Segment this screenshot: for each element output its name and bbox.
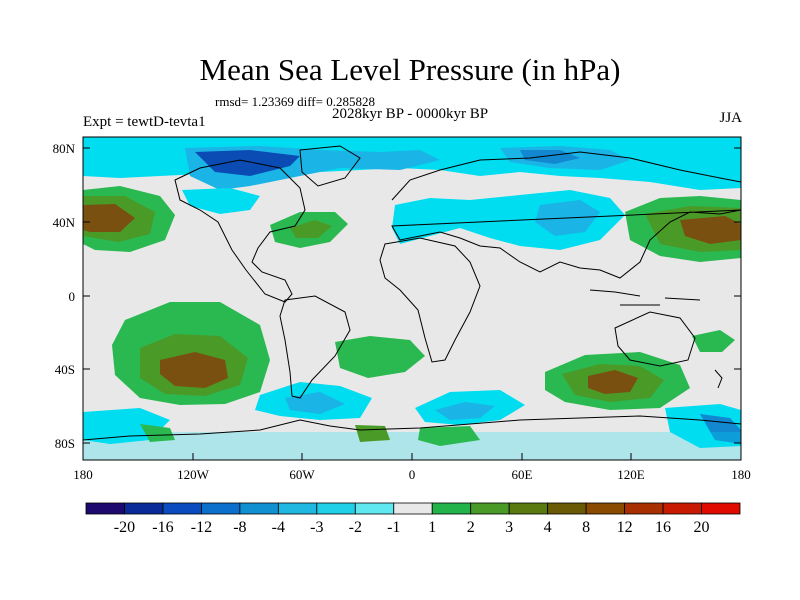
positive-anomaly-north-pacific-east-core [680, 216, 741, 244]
colorbar-label: 8 [582, 519, 591, 536]
period-label: 2028kyr BP - 0000kyr BP [331, 106, 489, 122]
colorbar-swatch [239, 502, 279, 515]
colorbar-swatch [277, 502, 318, 515]
stats-line: rmsd= 1.23369 diff= 0.285828 [215, 94, 375, 109]
lon-label: 180 [73, 467, 93, 482]
positive-anomaly-north-atlantic-core [290, 220, 332, 238]
coast-antarctica [83, 415, 741, 441]
colorbar-swatch [701, 502, 741, 515]
coast-australia [614, 311, 696, 367]
colorbar-swatch [316, 502, 356, 515]
colorbar-label: 16 [655, 519, 672, 536]
colorbar-label: -2 [348, 519, 362, 536]
lon-label: 60E [511, 467, 533, 482]
lat-label: 40N [52, 215, 75, 230]
colorbar-label: -3 [310, 519, 324, 536]
colorbar-swatch [547, 502, 587, 515]
lon-label: 180 [731, 467, 751, 482]
positive-anomaly-north-pacific-west-core [83, 204, 135, 232]
negative-anomaly-north-atlantic [182, 188, 260, 214]
colorbar-label: -16 [152, 519, 174, 536]
lat-label: 40S [54, 362, 75, 377]
colorbar-swatch [431, 502, 472, 515]
axis-ticks [83, 147, 741, 460]
coast-eurasia [391, 151, 741, 279]
colorbar-swatch [85, 502, 125, 515]
colorbar-label: 2 [466, 519, 475, 536]
coast-africa [379, 237, 481, 363]
positive-anomaly-antarctic [83, 432, 741, 460]
positive-anomaly-tasman [692, 330, 735, 352]
lon-label: 120W [177, 467, 209, 482]
colorbar-swatch [662, 502, 702, 515]
coast-greenland [299, 145, 361, 187]
positive-anomaly-antarctic-patches-2 [140, 424, 175, 442]
coast-north-america [174, 159, 306, 303]
positive-anomaly-south-pacific-core [160, 352, 228, 388]
colorbar-swatch [508, 502, 549, 515]
lon-label: 120E [617, 467, 645, 482]
colorbar-swatch [393, 502, 433, 515]
lon-label: 0 [408, 467, 416, 482]
positive-anomaly-south-atlantic [335, 336, 425, 378]
colorbar-swatch [162, 502, 202, 515]
coast-new-zealand [714, 369, 723, 389]
colorbar-label: 4 [543, 519, 552, 536]
colorbar-label: -20 [113, 519, 136, 536]
colorbar-label: 12 [616, 519, 633, 536]
coast-indonesia [589, 289, 701, 306]
colorbar-swatch [124, 502, 164, 515]
colorbar-label: 20 [693, 519, 710, 536]
colorbar-label: -4 [271, 519, 285, 536]
colorbar-label: 1 [428, 519, 437, 536]
season-label: JJA [719, 110, 742, 126]
colorbar-swatch [470, 502, 510, 515]
colorbar-swatch [354, 502, 395, 515]
lat-label: 0 [68, 289, 76, 304]
colorbar-label: -12 [190, 519, 213, 536]
chart-title: Mean Sea Level Pressure (in hPa) [199, 52, 621, 87]
colorbar-swatch [624, 502, 664, 515]
colorbar-label: -1 [387, 519, 401, 536]
coast-south-america [279, 295, 351, 399]
positive-anomaly-antarctic-patches [418, 426, 480, 446]
colorbar-swatch [585, 502, 625, 515]
negative-anomaly-indian-core [435, 402, 495, 420]
coastlines [83, 145, 741, 441]
negative-anomaly-greenland [195, 150, 300, 176]
colorbar-label: 3 [505, 519, 514, 536]
lat-label: 80S [54, 436, 75, 451]
anomaly-field [83, 137, 741, 460]
lon-label: 60W [289, 467, 315, 482]
experiment-label: Expt = tewtD-tevta1 [83, 114, 206, 130]
colorbar-swatch [201, 502, 241, 515]
lat-label: 80N [52, 141, 75, 156]
positive-anomaly-south-indian-core [588, 370, 638, 394]
colorbar-label: -8 [233, 519, 247, 536]
